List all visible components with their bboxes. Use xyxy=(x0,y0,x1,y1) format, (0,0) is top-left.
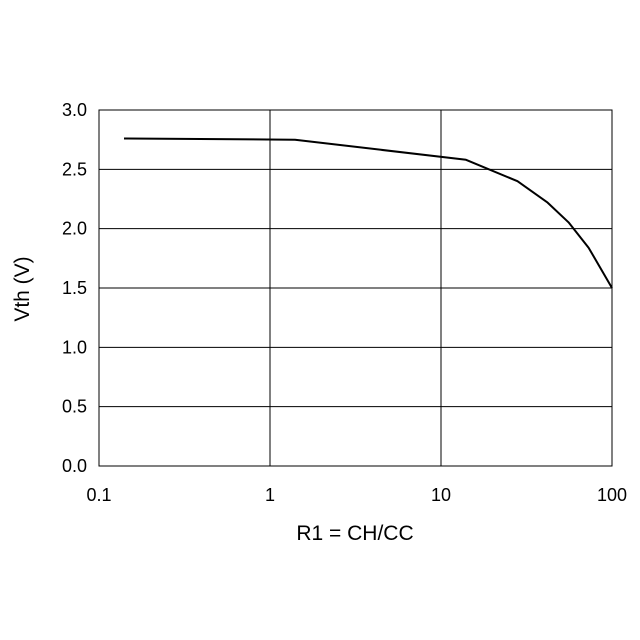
y-tick-label-5: 2.5 xyxy=(62,159,87,179)
x-tick-label-3: 100 xyxy=(597,485,627,505)
x-axis-title: R1 = CH/CC xyxy=(296,522,413,545)
x-tick-label-1: 1 xyxy=(265,485,275,505)
y-tick-label-1: 0.5 xyxy=(62,397,87,417)
y-tick-label-0: 0.0 xyxy=(62,456,87,476)
y-tick-label-3: 1.5 xyxy=(62,278,87,298)
x-tick-label-2: 10 xyxy=(431,485,451,505)
y-axis-title: Vth (V) xyxy=(11,256,34,321)
y-tick-label-4: 2.0 xyxy=(62,219,87,239)
y-tick-label-6: 3.0 xyxy=(62,100,87,120)
y-tick-label-2: 1.0 xyxy=(62,337,87,357)
x-tick-label-0: 0.1 xyxy=(86,485,111,505)
